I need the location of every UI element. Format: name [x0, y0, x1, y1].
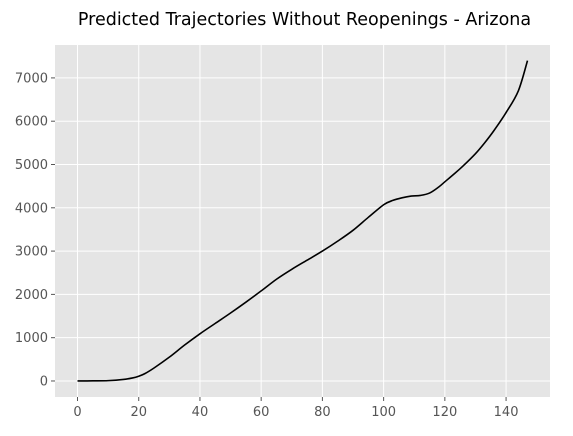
y-tick-label: 7000 [15, 71, 48, 86]
x-tick-label: 120 [432, 405, 457, 420]
chart-title: Predicted Trajectories Without Reopening… [78, 10, 531, 30]
series-line [77, 60, 529, 382]
x-axis: 0 20 40 60 80 100 120 140 [73, 397, 518, 420]
y-axis: 0 1000 2000 3000 4000 5000 6000 7000 [15, 71, 55, 389]
y-tick-label: 1000 [15, 331, 48, 346]
x-tick-label: 140 [494, 405, 519, 420]
series-layer [77, 60, 529, 382]
y-tick-label: 6000 [15, 115, 48, 130]
y-tick-label: 5000 [15, 158, 48, 173]
y-tick-label: 0 [40, 374, 48, 389]
x-tick-label: 0 [73, 405, 81, 420]
plot-area [55, 45, 550, 397]
x-tick-label: 60 [253, 405, 270, 420]
y-tick-label: 4000 [15, 201, 48, 216]
x-tick-label: 80 [314, 405, 331, 420]
x-tick-label: 40 [192, 405, 209, 420]
x-tick-label: 100 [371, 405, 396, 420]
gridlines [55, 45, 550, 397]
y-tick-label: 2000 [15, 288, 48, 303]
y-tick-label: 3000 [15, 245, 48, 260]
x-tick-label: 20 [130, 405, 147, 420]
